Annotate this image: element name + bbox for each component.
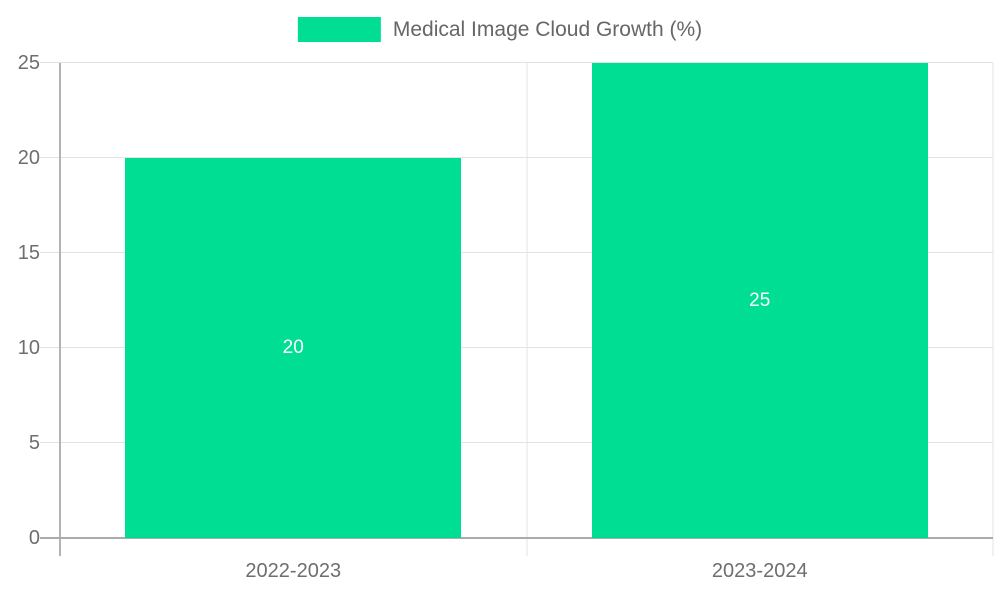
y-tick-label: 5 (28, 432, 40, 454)
y-tick-label: 20 (17, 147, 40, 169)
y-tick-label: 0 (28, 527, 40, 549)
y-gridline (40, 62, 993, 63)
bar-value-label: 25 (749, 289, 771, 311)
category-separator-line (526, 63, 527, 556)
x-axis-line (40, 537, 993, 539)
legend-label: Medical Image Cloud Growth (%) (392, 17, 703, 41)
bar-value-label: 20 (282, 337, 304, 358)
legend-item[interactable]: Medical Image Cloud Growth (%) (297, 17, 703, 42)
y-gridline (40, 347, 993, 348)
bar-2023-2024[interactable]: 25 (591, 63, 928, 538)
y-axis-line (59, 63, 61, 556)
x-tick-label: 2023-2024 (711, 560, 808, 582)
x-axis-tick-labels: 2022-2023 2023-2024 (60, 558, 993, 588)
y-tick-label: 25 (17, 52, 40, 74)
y-gridline (40, 252, 993, 253)
bar-2022-2023[interactable]: 20 (125, 158, 462, 538)
category-separator-line (992, 63, 994, 556)
legend-swatch (297, 17, 381, 42)
y-gridline (40, 442, 993, 443)
y-tick-label: 15 (17, 242, 40, 264)
x-tick-label: 2022-2023 (245, 560, 342, 582)
plot-area: 20 25 (40, 62, 994, 556)
y-tick-label: 10 (17, 337, 40, 359)
y-axis-tick-labels: 0 5 10 15 20 25 (0, 53, 40, 548)
y-gridline (40, 157, 993, 158)
